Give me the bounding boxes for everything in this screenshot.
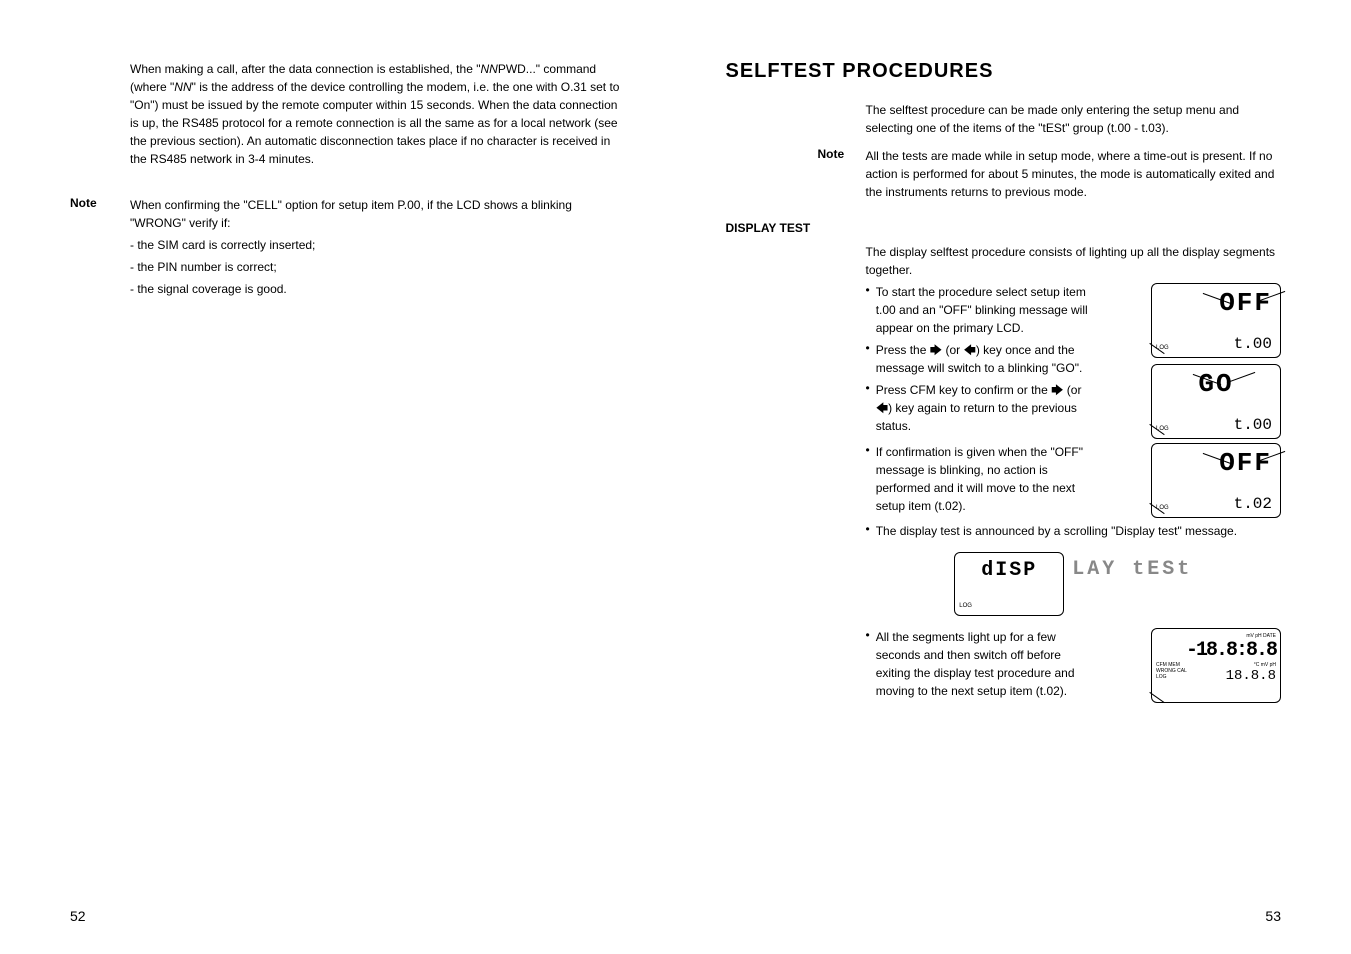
page-left: When making a call, after the data conne… [0, 0, 676, 954]
bullet-1: To start the procedure select setup item… [876, 283, 1096, 337]
lcd-bottom-2: t.00 [1160, 416, 1272, 434]
lcd-bottom-1: t.00 [1160, 335, 1272, 353]
bullet-group-3: •All the segments light up for a few sec… [866, 628, 1282, 703]
full-lcd: mV pH DATE -18.8:8.8 CFM MEM WRONG CAL L… [1151, 628, 1281, 703]
scroll-inside: dISP [981, 559, 1037, 582]
bullet-dot: • [866, 283, 870, 337]
lcd-top-3: OFF [1160, 448, 1272, 478]
bullet-row-5: • The display test is announced by a scr… [866, 522, 1282, 540]
bullet-dot: • [866, 522, 870, 536]
bullet-5: The display test is announced by a scrol… [876, 522, 1281, 540]
check-item-3: - the signal coverage is good. [130, 280, 626, 298]
scroll-box: dISP LOG [954, 552, 1064, 616]
lcd-bottom-3: t.02 [1160, 495, 1272, 513]
scroll-log: LOG [959, 603, 972, 609]
lcd-off-t02: OFF t.02 LOG [1151, 443, 1281, 518]
selftest-intro: The selftest procedure can be made only … [866, 101, 1282, 137]
bullet-group-2: •If confirmation is given when the "OFF"… [866, 443, 1282, 518]
lcd-log-2: LOG [1156, 426, 1169, 432]
note-label-left: Note [70, 196, 130, 232]
nn-italic-2: NN [174, 80, 191, 94]
bullet-dot: • [866, 341, 870, 377]
note-content-left: When confirming the "CELL" option for se… [130, 196, 626, 232]
bullet-6: All the segments light up for a few seco… [876, 628, 1096, 700]
selftest-title: SELFTEST PROCEDURES [726, 60, 1282, 83]
note-row-right: Note All the tests are made while in set… [726, 147, 1282, 201]
lcd-top-1: OFF [1160, 288, 1272, 318]
check-item-2: - the PIN number is correct; [130, 258, 626, 276]
lcd-go-t00: GO t.00 LOG [1151, 364, 1281, 439]
full-lcd-main: -18.8:8.8 [1156, 639, 1276, 662]
bullet-group-1: •To start the procedure select setup ite… [866, 283, 1282, 439]
note-row-left: Note When confirming the "CELL" option f… [70, 196, 626, 232]
bullet-dot: • [866, 443, 870, 515]
scroll-outside: LAY tESt [1072, 552, 1192, 616]
note-label-right: Note [726, 147, 866, 201]
lcd-log-3: LOG [1156, 505, 1169, 511]
lcd-top-2: GO [1160, 369, 1272, 399]
lcd-off-t00: OFF t.00 LOG [1151, 283, 1281, 358]
bullet-dot: • [866, 381, 870, 435]
full-lcd-indicators: CFM MEM WRONG CAL LOG [1156, 662, 1196, 684]
bullet-3: Press CFM key to confirm or the 🡆 (or 🡄)… [876, 381, 1096, 435]
note-content-right: All the tests are made while in setup mo… [866, 147, 1282, 201]
nn-italic: NN [480, 62, 497, 76]
bullet-2: Press the 🡆 (or 🡄) key once and the mess… [876, 341, 1096, 377]
page-number-right: 53 [1265, 908, 1281, 924]
bullet-4: If confirmation is given when the "OFF" … [876, 443, 1096, 515]
lcd-group-1: OFF t.00 LOG GO t.00 LOG [1141, 283, 1281, 439]
scroll-display-wrapper: dISP LOG LAY tESt [866, 552, 1282, 616]
intro-paragraph: When making a call, after the data conne… [130, 60, 626, 168]
lcd-log-1: LOG [1156, 345, 1169, 351]
page-right: SELFTEST PROCEDURES The selftest procedu… [676, 0, 1351, 954]
page-number-left: 52 [70, 908, 86, 924]
display-test-intro: The display selftest procedure consists … [866, 243, 1282, 279]
bullet-dot: • [866, 628, 870, 700]
check-item-1: - the SIM card is correctly inserted; [130, 236, 626, 254]
display-test-heading: DISPLAY TEST [726, 221, 1282, 235]
full-lcd-sub: 18.8.8 [1226, 668, 1276, 684]
